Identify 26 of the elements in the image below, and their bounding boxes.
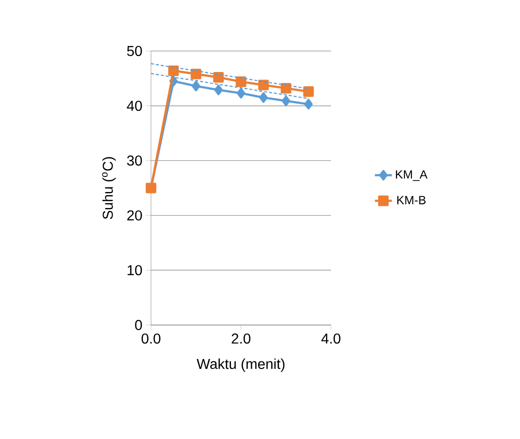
point xyxy=(280,82,292,94)
point xyxy=(168,65,179,76)
y-tick-label: 20 xyxy=(127,210,142,220)
point xyxy=(213,72,224,83)
point xyxy=(259,92,268,103)
x-tick-label: 4.0 xyxy=(321,334,340,344)
y-tick-label: 10 xyxy=(128,265,142,276)
point xyxy=(304,98,313,110)
point xyxy=(214,84,223,96)
x-tick-label: 2.0 xyxy=(232,334,250,344)
point xyxy=(303,86,314,97)
y-tick-label: 30 xyxy=(127,156,142,166)
y-tick-label: 0 xyxy=(135,320,142,330)
x-axis-title: Waktu (menit) xyxy=(196,358,284,372)
point xyxy=(192,80,200,92)
y-axis-title: Suhu ($^{o}$C) xyxy=(102,157,116,220)
legend-label: KM_A xyxy=(396,170,428,181)
y-tick-label: 50 xyxy=(127,46,142,56)
legend-label: KM-B xyxy=(397,196,426,204)
point xyxy=(236,88,246,98)
point xyxy=(190,68,202,80)
point xyxy=(258,80,269,90)
point xyxy=(282,96,290,106)
x-tick-label: 0.0 xyxy=(142,334,160,344)
point xyxy=(236,76,246,87)
y-tick-label: 40 xyxy=(126,100,142,111)
